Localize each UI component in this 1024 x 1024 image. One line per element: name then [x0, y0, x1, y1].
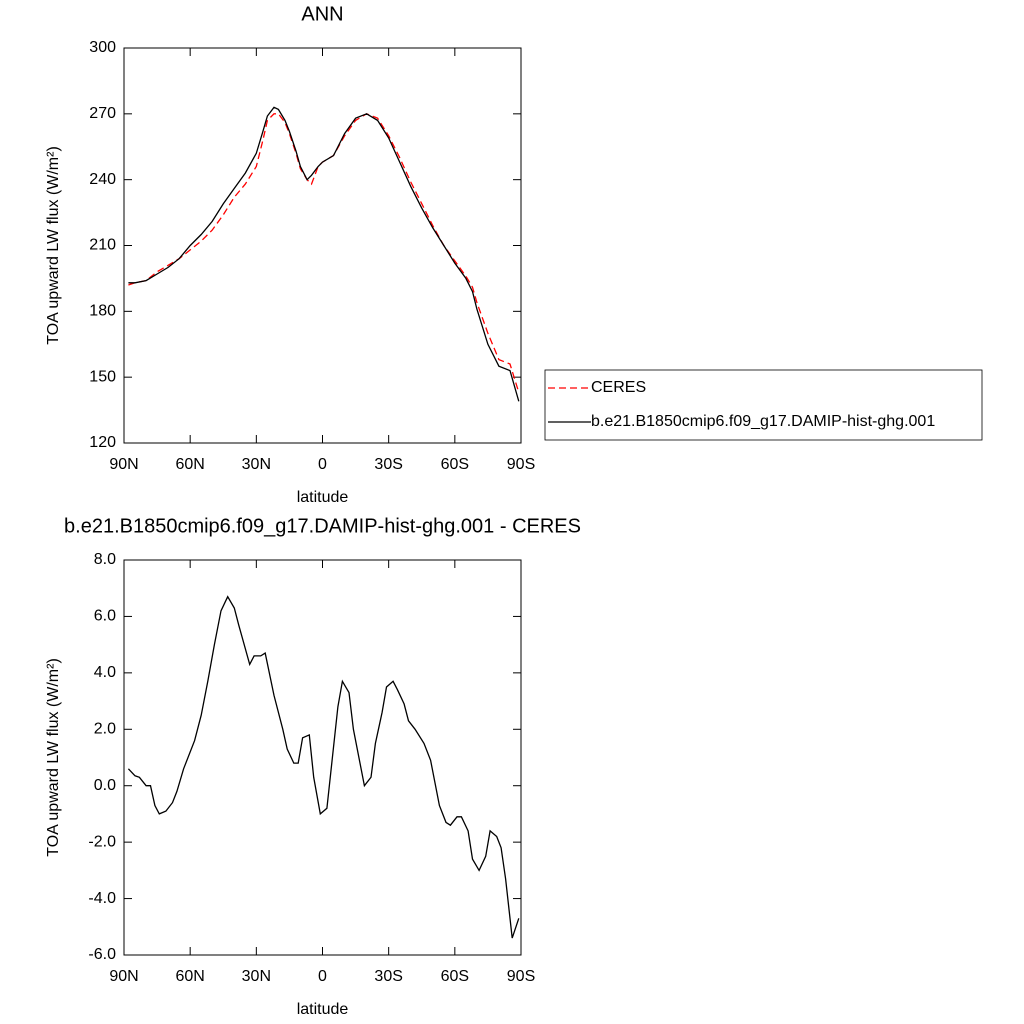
x-tick-label: 30S — [374, 968, 402, 985]
y-tick-label: -2.0 — [88, 833, 116, 850]
y-tick-label: 300 — [89, 39, 116, 56]
y-tick-label: 2.0 — [94, 721, 116, 738]
x-tick-label: 60N — [175, 456, 204, 473]
y-tick-label: 6.0 — [94, 608, 116, 625]
y-tick-label: 150 — [89, 368, 116, 385]
y-tick-label: 270 — [89, 105, 116, 122]
x-tick-label: 90N — [109, 456, 138, 473]
x-tick-label: 90N — [109, 968, 138, 985]
y-tick-label: 210 — [89, 237, 116, 254]
x-tick-label: 90S — [507, 456, 535, 473]
y-axis-label: TOA upward LW flux (W/m²) — [45, 146, 62, 345]
data-line — [128, 106, 520, 402]
plot-frame — [123, 47, 522, 444]
x-tick-label: 0 — [318, 968, 327, 985]
legend-label: CERES — [591, 379, 646, 396]
data-line — [127, 595, 520, 939]
x-tick-label: 0 — [318, 456, 327, 473]
plot-frame — [123, 559, 522, 956]
x-tick-label: 30S — [374, 456, 402, 473]
x-tick-label: 60S — [441, 968, 469, 985]
y-tick-label: 180 — [89, 303, 116, 320]
x-axis-label: latitude — [297, 1001, 349, 1018]
legend-label: b.e21.B1850cmip6.f09_g17.DAMIP-hist-ghg.… — [591, 413, 935, 430]
y-tick-label: -6.0 — [88, 946, 116, 963]
y-tick-label: 4.0 — [94, 664, 116, 681]
chart-title: ANN — [301, 3, 343, 25]
y-tick-label: 8.0 — [94, 551, 116, 568]
y-tick-label: 240 — [89, 171, 116, 188]
y-tick-label: 120 — [89, 434, 116, 451]
y-tick-label: -4.0 — [88, 890, 116, 907]
y-axis-label: TOA upward LW flux (W/m²) — [45, 658, 62, 857]
x-tick-label: 60N — [175, 968, 204, 985]
legend-frame — [544, 369, 983, 441]
y-tick-label: 0.0 — [94, 777, 116, 794]
x-tick-label: 30N — [242, 456, 271, 473]
data-line — [128, 113, 520, 393]
x-tick-label: 30N — [242, 968, 271, 985]
legend: CERES b.e21.B1850cmip6.f09_g17.DAMIP-hist… — [544, 369, 983, 441]
chart-title: b.e21.B1850cmip6.f09_g17.DAMIP-hist-ghg.… — [64, 515, 581, 537]
x-tick-label: 60S — [441, 456, 469, 473]
x-axis-label: latitude — [297, 489, 349, 506]
x-tick-label: 90S — [507, 968, 535, 985]
